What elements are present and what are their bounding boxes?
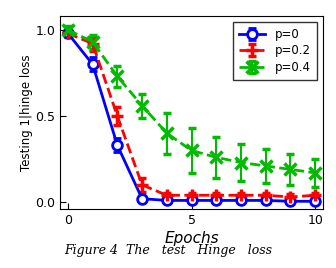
X-axis label: Epochs: Epochs	[164, 231, 219, 246]
Y-axis label: Testing 1|hinge loss: Testing 1|hinge loss	[20, 54, 33, 171]
Text: Figure 4  The   test   Hinge   loss: Figure 4 The test Hinge loss	[64, 244, 272, 257]
Legend: p=0, p=0.2, p=0.4: p=0, p=0.2, p=0.4	[234, 22, 317, 80]
